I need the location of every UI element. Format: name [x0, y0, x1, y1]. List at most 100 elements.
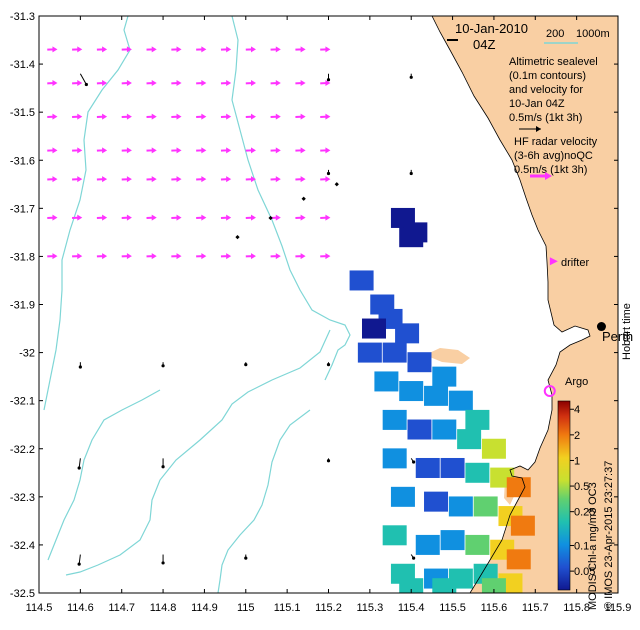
colorbar-tick-label: 0.1: [574, 541, 589, 553]
altimetry-arrow-head: [161, 364, 165, 368]
x-tick-label: 115.3: [356, 602, 383, 614]
radar-vector-head: [102, 147, 108, 154]
radar-vector-head: [176, 79, 182, 86]
altimetry-arrow: [79, 73, 87, 85]
perth-label: Perth: [602, 329, 633, 344]
colorbar-tick-label: 0.05: [574, 566, 595, 578]
radar-vector-head: [151, 214, 157, 221]
altimetry-note-line3: and velocity for: [509, 84, 583, 96]
altimetry-dot: [334, 182, 339, 187]
radar-vector-head: [201, 253, 207, 260]
radar-vector-head: [300, 46, 306, 53]
y-tick-label: -32.4: [10, 540, 35, 552]
hf-radar-note-line1: HF radar velocity: [514, 136, 598, 148]
chlorophyll-cell: [415, 457, 440, 478]
altimetry-dot: [301, 196, 306, 201]
chlorophyll-cell: [382, 409, 407, 430]
drifter-label: drifter: [561, 257, 589, 269]
radar-vector-head: [226, 113, 232, 120]
radar-vector-head: [275, 79, 281, 86]
radar-vector-head: [126, 176, 132, 183]
product-label: MODIS Chl-a mg/m3 OC3: [587, 482, 599, 610]
radar-vector-head: [52, 79, 58, 86]
y-tick-label: -32.1: [10, 396, 35, 408]
radar-vector-head: [102, 46, 108, 53]
chlorophyll-cell: [506, 477, 531, 498]
chlorophyll-cell: [506, 549, 531, 570]
y-axis: -31.3 -31.4 -31.5 -31.6 -31.7 -31.8 -31.9 -32 -3…: [10, 11, 618, 600]
radar-vector-head: [325, 79, 331, 86]
chlorophyll-cell: [399, 381, 424, 402]
radar-vector-head: [52, 147, 58, 154]
x-axis: 114.5 114.6 114.7 114.8 114.9 115 115.1 115.2 11…: [26, 16, 632, 614]
altimetry-dot: [235, 235, 240, 240]
colorbar-tick-label: 0.25: [574, 507, 595, 519]
chlorophyll-cell: [432, 578, 457, 593]
altimetry-arrow: [78, 458, 81, 469]
radar-vector-head: [325, 46, 331, 53]
chlorophyll-cell: [448, 496, 473, 517]
radar-vector-head: [77, 253, 83, 260]
colorbar-tick-label: 2: [574, 430, 580, 442]
altimetry-arrow-head: [409, 171, 413, 176]
drifter-marker: [549, 257, 558, 266]
radar-vector-head: [275, 113, 281, 120]
radar-vector-head: [176, 214, 182, 221]
x-tick-label: 114.6: [67, 602, 94, 614]
y-tick-label: -31.3: [10, 11, 35, 23]
radar-vector-head: [300, 176, 306, 183]
radar-vector-head: [151, 176, 157, 183]
chlorophyll-cell: [481, 438, 506, 459]
altimetry-dot: [268, 215, 273, 221]
radar-vector-head: [102, 214, 108, 221]
radar-vector-head: [201, 214, 207, 221]
bathymetry-contour-1000m-south: [65, 329, 331, 576]
chlorophyll-swath: [349, 207, 535, 593]
altimetry-arrow-head: [412, 556, 416, 560]
colorbar-gradient: [557, 400, 571, 591]
argo-marker: [543, 385, 556, 398]
y-tick-label: -31.8: [10, 251, 35, 263]
x-tick-label: 115.2: [315, 602, 342, 614]
radar-vector-head: [201, 147, 207, 154]
radar-vector-head: [250, 79, 256, 86]
radar-vector-head: [176, 176, 182, 183]
radar-vector-head: [300, 253, 306, 260]
radar-vector-head: [275, 214, 281, 221]
chlorophyll-cell: [440, 530, 465, 551]
chlorophyll-cell: [395, 323, 420, 344]
radar-vector-head: [275, 147, 281, 154]
y-tick-label: -31.9: [10, 300, 35, 312]
colorbar: 4 2 1 0.5 0.25 0.1 0.05: [557, 400, 595, 591]
plot-content: [43, 16, 618, 593]
radar-vector-head: [176, 113, 182, 120]
y-tick-label: -32.3: [10, 492, 35, 504]
radar-vector-head: [77, 147, 83, 154]
altimetry-arrow-head: [326, 78, 331, 82]
radar-vector-head: [126, 113, 132, 120]
altimetry-arrow-head: [161, 561, 165, 565]
radar-vector-head: [201, 46, 207, 53]
chlorophyll-cell: [382, 448, 407, 469]
radar-vector-head: [275, 253, 281, 260]
radar-vector-head: [102, 113, 108, 120]
chlorophyll-cell: [403, 222, 428, 243]
y-tick-label: -32.5: [10, 588, 35, 600]
altimetry-arrow-head: [161, 465, 165, 469]
x-tick-label: 115.1: [274, 602, 301, 614]
radar-vector-head: [151, 253, 157, 260]
colorbar-ticks: 4 2 1 0.5 0.25 0.1 0.05: [570, 404, 595, 578]
altimetry-note-line2: (0.1m contours): [509, 70, 586, 82]
altimetry-arrow-head: [326, 459, 331, 463]
radar-vector-head: [126, 46, 132, 53]
radar-vector-head: [77, 46, 83, 53]
radar-vector-head: [275, 46, 281, 53]
x-tick-label: 115.9: [605, 602, 632, 614]
bathymetry-contour-west: [47, 389, 161, 561]
radar-vector-head: [176, 46, 182, 53]
radar-vector-head: [226, 46, 232, 53]
chlorophyll-cell: [432, 366, 457, 387]
x-tick-label: 115.7: [522, 602, 549, 614]
radar-vector-head: [151, 79, 157, 86]
